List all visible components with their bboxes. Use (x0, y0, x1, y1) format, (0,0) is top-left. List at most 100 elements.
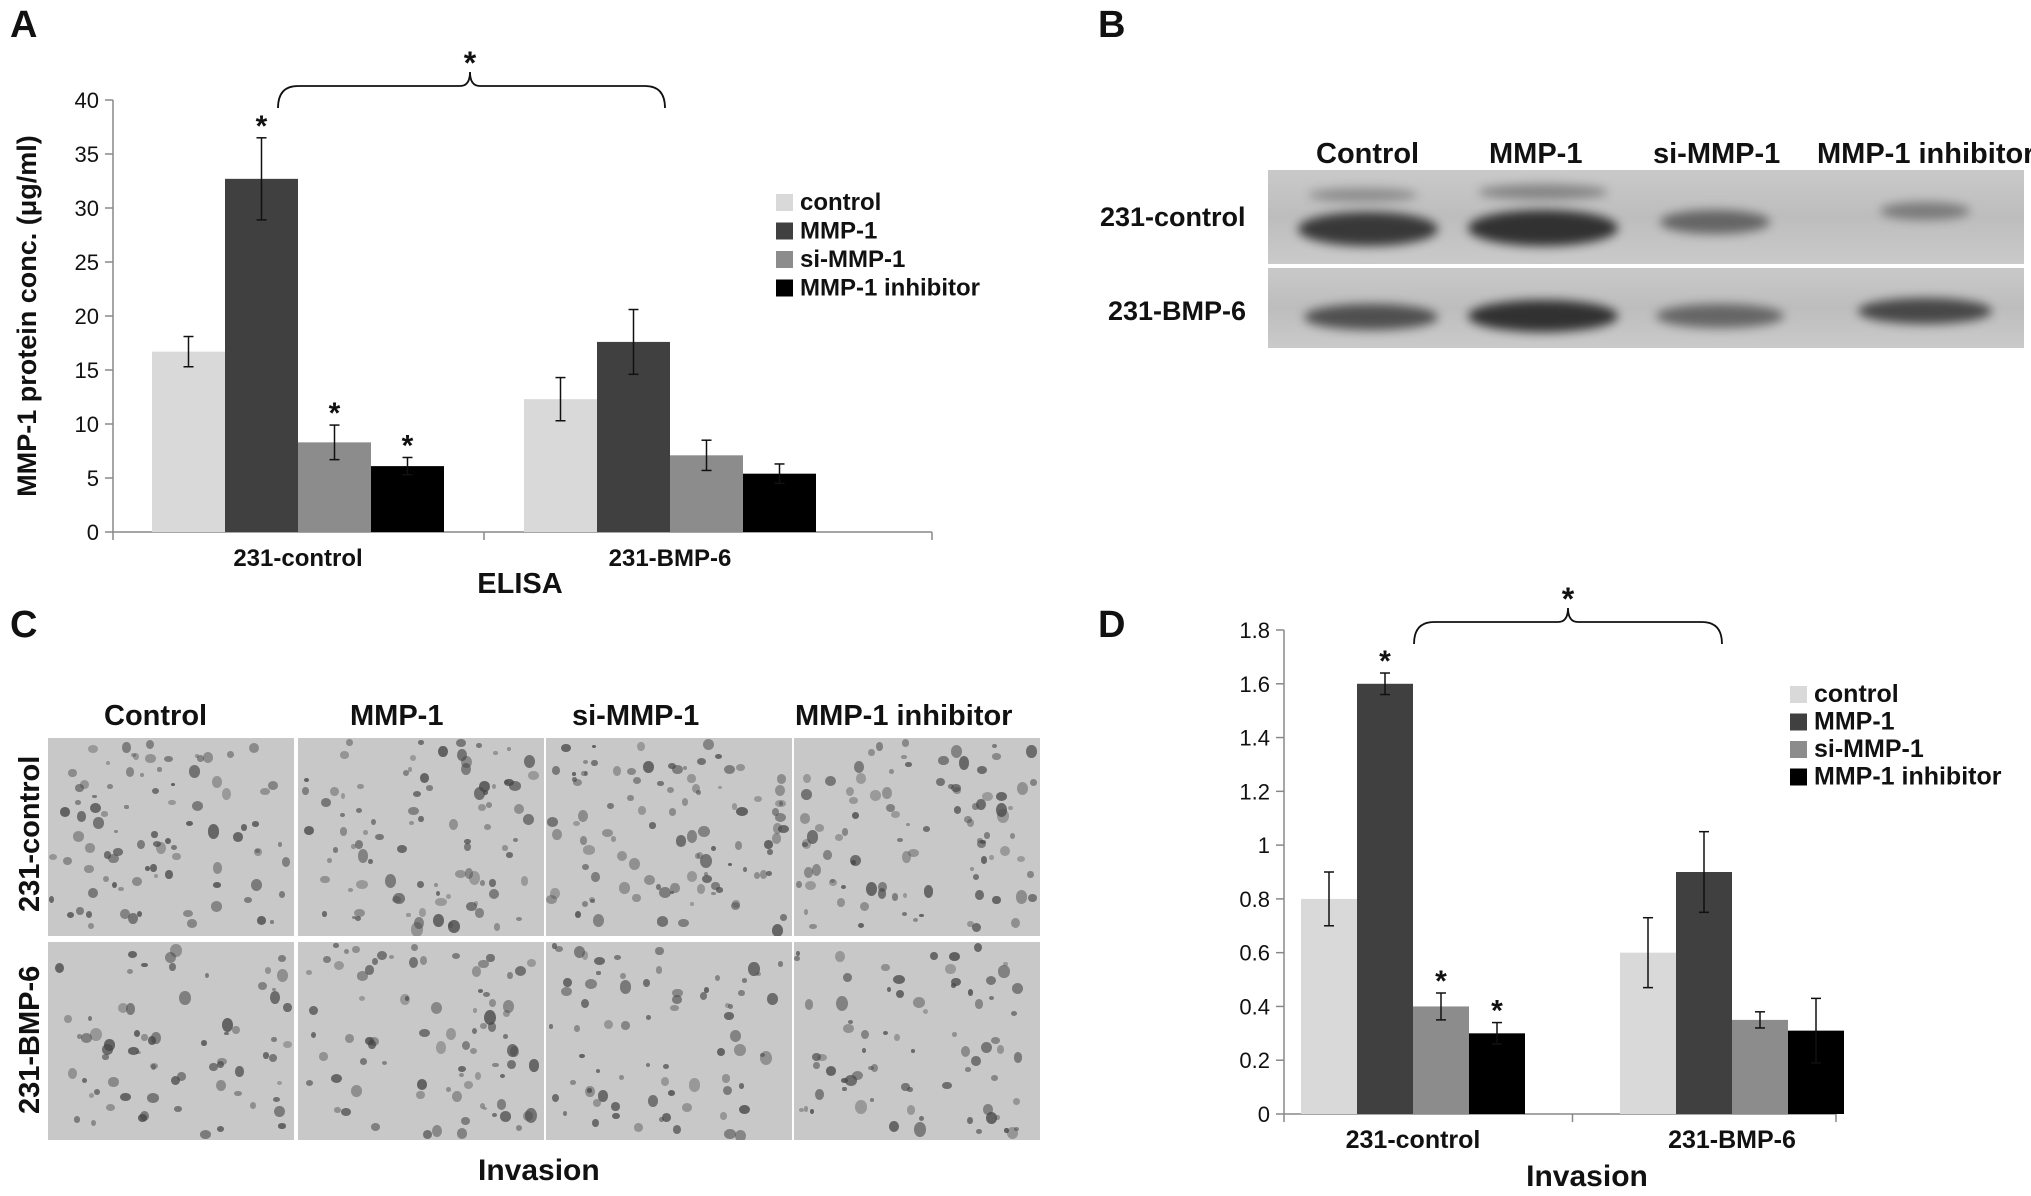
cell-spot (108, 853, 119, 864)
cell-spot (951, 977, 961, 986)
cell-spot (1013, 1126, 1019, 1131)
cell-spot (922, 825, 931, 832)
cell-spot (126, 969, 134, 974)
cell-spot (216, 1061, 224, 1069)
cell-spot (807, 830, 819, 844)
legend-swatch (1790, 741, 1807, 758)
cell-spot (888, 1120, 900, 1133)
cell-spot (581, 951, 589, 960)
cell-spot (253, 848, 262, 856)
cell-spot (91, 1120, 96, 1127)
cell-spot (760, 869, 768, 879)
cell-spot (376, 950, 387, 960)
cell-spot (124, 805, 129, 809)
cell-spot (269, 920, 275, 924)
cell-spot (668, 1090, 675, 1097)
cell-spot (357, 849, 369, 864)
panel-letter-a: A (10, 4, 38, 46)
category-label: 231-control (1346, 1126, 1481, 1154)
cell-spot (894, 1034, 900, 1042)
cell-spot (804, 866, 813, 879)
cell-spot (232, 1026, 241, 1035)
cell-spot (583, 760, 589, 765)
cell-spot (464, 868, 474, 880)
cell-spot (662, 1112, 672, 1122)
cell-spot (100, 811, 108, 817)
cell-spot (430, 1001, 443, 1014)
cell-spot (562, 1110, 568, 1117)
blot-strip-231-bmp6 (1268, 268, 2024, 348)
cell-spot (489, 879, 496, 887)
cell-spot (304, 777, 310, 783)
cell-spot (179, 991, 191, 1006)
cell-spot (895, 989, 904, 998)
cell-spot (841, 1086, 847, 1092)
cell-spot (739, 1105, 750, 1115)
cell-spot (647, 1095, 658, 1107)
cell-spot (191, 800, 204, 812)
cell-spot (471, 966, 482, 978)
cell-spot (150, 864, 157, 873)
x-axis-label: ELISA (477, 568, 562, 600)
cell-spot (803, 774, 811, 784)
cell-spot (146, 1093, 159, 1104)
cell-spot (438, 746, 448, 758)
cell-spot (795, 880, 802, 889)
cell-spot (586, 1088, 593, 1093)
cell-spot (507, 972, 513, 979)
cell-spot (995, 803, 1007, 818)
cell-spot (774, 812, 787, 822)
cell-spot (131, 753, 136, 758)
cell-spot (573, 779, 583, 787)
cell-spot (672, 1125, 682, 1135)
legend-swatch (776, 194, 793, 211)
cell-spot (503, 1033, 509, 1040)
cell-spot (77, 811, 86, 822)
cell-spot (482, 991, 491, 997)
blot-band (1308, 188, 1418, 202)
cell-spot (457, 749, 467, 762)
bar (1357, 683, 1413, 1114)
cell-spot (278, 1123, 286, 1129)
cell-spot (451, 952, 461, 960)
cell-spot (416, 1079, 428, 1091)
cell-spot (868, 748, 876, 757)
cell-spot (283, 1041, 293, 1049)
cell-spot (847, 1019, 854, 1024)
cell-spot (689, 902, 695, 907)
cell-spot (169, 962, 176, 972)
cell-spot (331, 1074, 343, 1084)
cell-spot (748, 961, 761, 977)
cell-spot (723, 764, 736, 775)
cell-spot (128, 1047, 139, 1055)
cell-spot (700, 992, 708, 1000)
cell-spot (74, 799, 82, 805)
cell-spot (89, 1092, 94, 1098)
cell-spot (840, 885, 846, 890)
cell-spot (560, 743, 571, 753)
cell-spot (505, 852, 514, 859)
cell-spot (977, 765, 988, 775)
cell-spot (151, 1063, 157, 1071)
cell-spot (1013, 1098, 1020, 1105)
cell-spot (389, 954, 395, 959)
cell-spot (711, 881, 720, 891)
cell-spot (645, 1062, 650, 1067)
y-tick-label: 0 (1258, 1102, 1270, 1127)
cell-spot (695, 852, 701, 860)
x-axis-label: Invasion (1526, 1160, 1648, 1193)
cell-spot (515, 966, 527, 977)
cell-spot (92, 816, 105, 829)
cell-spot (269, 990, 281, 1004)
micro-caption: Invasion (478, 1154, 600, 1187)
cell-spot (591, 1119, 599, 1128)
cell-spot (334, 1106, 341, 1113)
cell-spot (901, 738, 910, 747)
cell-spot (964, 1067, 972, 1073)
cell-spot (1010, 1010, 1018, 1016)
cell-spot (165, 838, 172, 845)
cell-spot (320, 875, 330, 884)
cell-spot (211, 775, 222, 788)
cell-spot (777, 824, 789, 833)
cell-spot (772, 822, 782, 834)
